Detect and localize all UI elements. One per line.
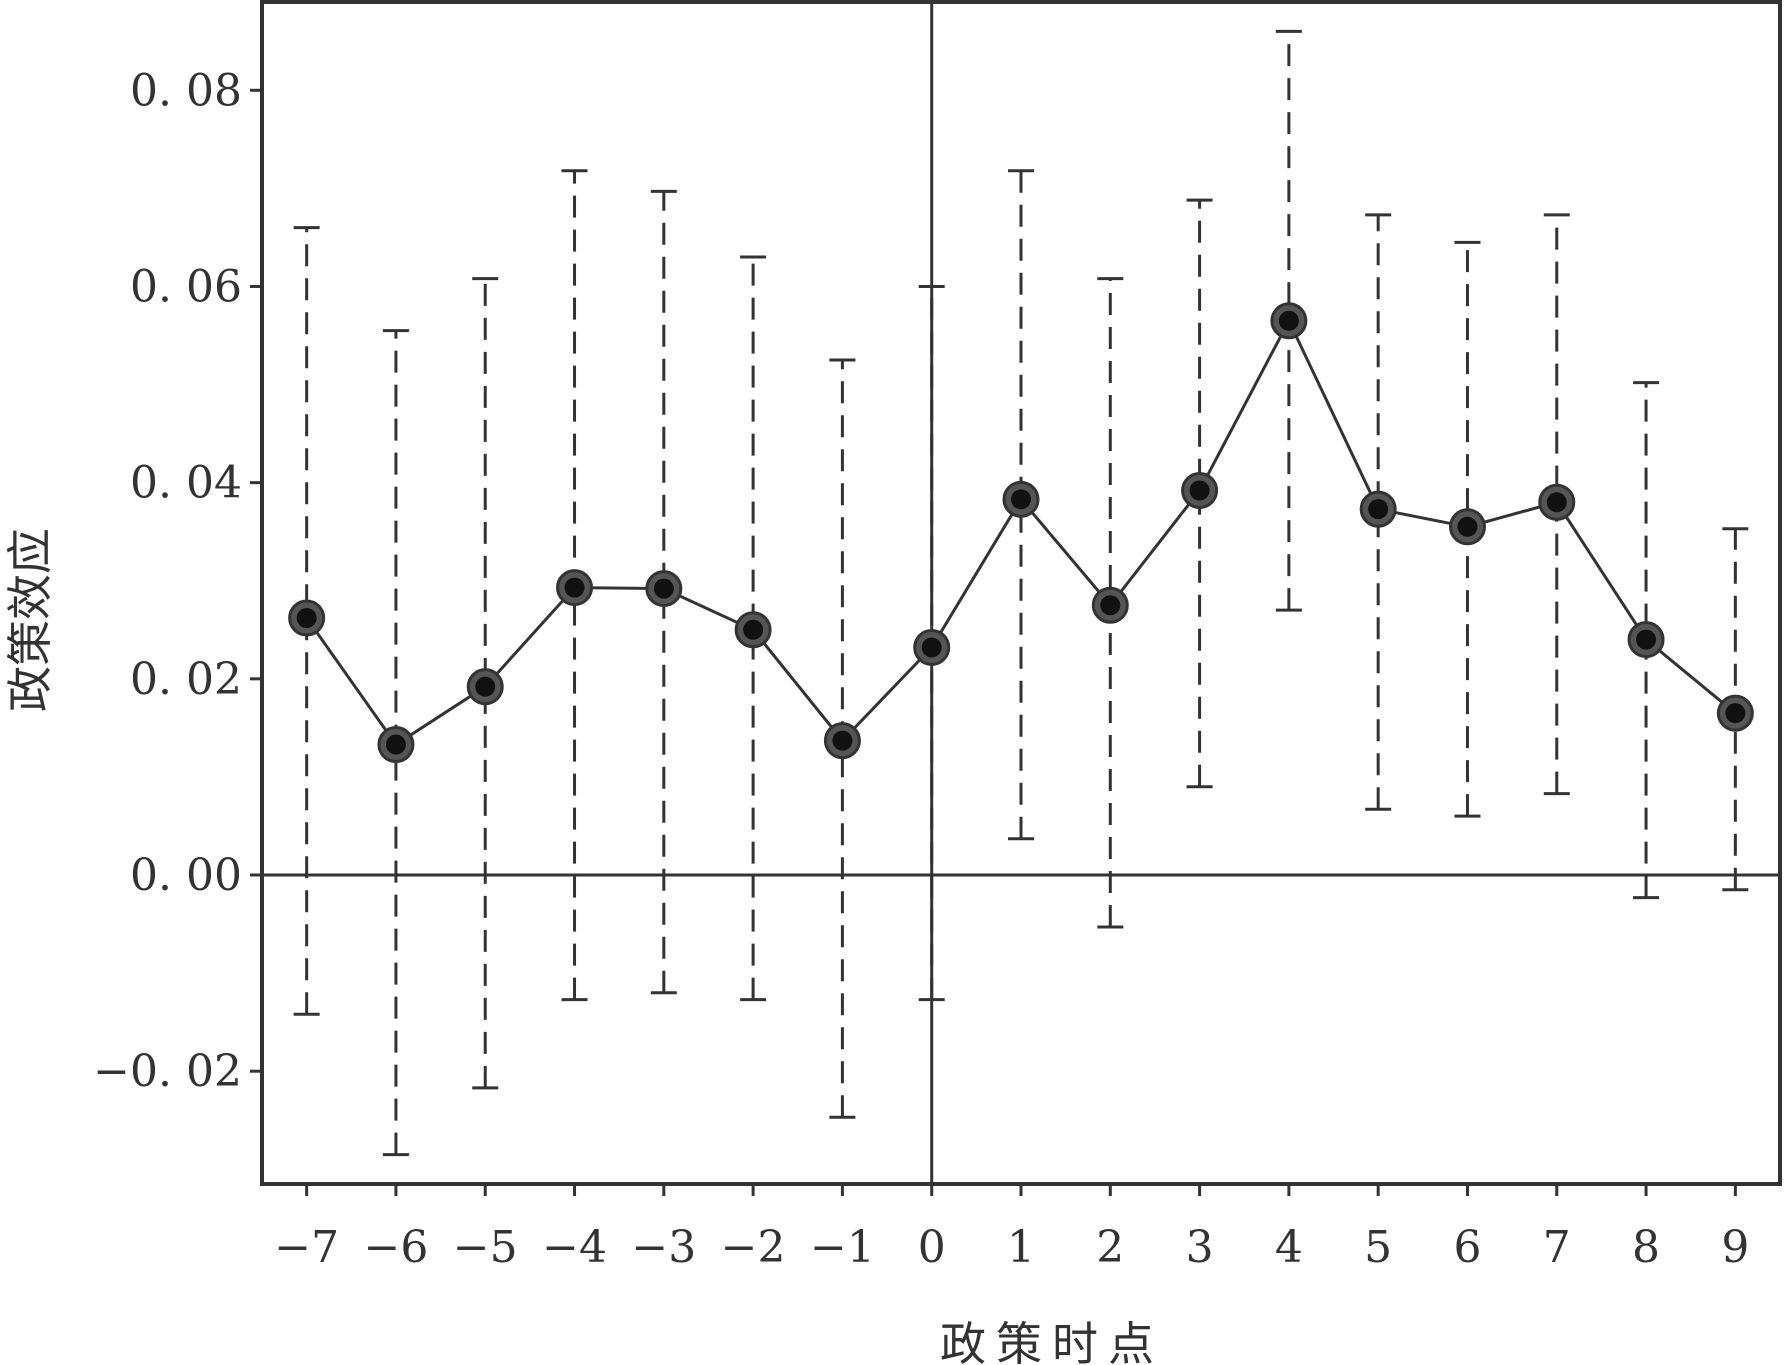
y-axis: −0. 02 0. 00 0. 02 0. 04 0. 06 0. 08 [93, 65, 262, 1097]
x-tick-label: 7 [1543, 1222, 1571, 1273]
data-point-core--4 [564, 577, 585, 598]
x-tick-label: 2 [1096, 1222, 1124, 1273]
y-tick-label: 0. 06 [130, 261, 242, 312]
x-axis-title: 政策时点 [940, 1317, 1164, 1365]
data-points [288, 302, 1754, 764]
y-tick-label: 0. 00 [130, 850, 242, 901]
x-tick-label: −5 [453, 1222, 518, 1273]
data-point-core-0 [921, 637, 942, 658]
data-point-core-1 [1011, 489, 1031, 510]
y-tick-label: −0. 02 [93, 1046, 242, 1097]
x-tick-label: 3 [1186, 1222, 1214, 1273]
data-point-core--2 [743, 619, 764, 640]
x-tick-label: 1 [1007, 1222, 1035, 1273]
data-point-core--5 [475, 676, 496, 697]
x-tick-label: 0 [918, 1222, 946, 1273]
x-tick-label: −1 [810, 1222, 875, 1273]
x-tick-label: 8 [1632, 1222, 1660, 1273]
data-point-core--1 [832, 730, 853, 751]
data-point-core-8 [1636, 629, 1657, 650]
data-point-core-3 [1189, 480, 1210, 501]
x-tick-label: 6 [1453, 1222, 1481, 1273]
y-tick-label: 0. 08 [130, 65, 242, 116]
x-tick-label: 5 [1364, 1222, 1392, 1273]
x-tick-label: 9 [1721, 1222, 1749, 1273]
data-point-core--6 [385, 734, 406, 755]
x-tick-label: −3 [631, 1222, 696, 1273]
data-point-core-9 [1725, 703, 1746, 724]
x-tick-label: −4 [542, 1222, 607, 1273]
data-point-core--7 [296, 608, 317, 629]
y-axis-title: 政策效应 [3, 528, 57, 712]
x-tick-label: −7 [274, 1222, 339, 1273]
y-tick-label: 0. 04 [130, 458, 242, 509]
x-tick-label: −6 [364, 1222, 429, 1273]
data-point-core--3 [653, 578, 674, 599]
data-point-core-2 [1100, 595, 1121, 616]
data-point-core-6 [1457, 516, 1478, 537]
x-tick-label: −2 [721, 1222, 786, 1273]
x-axis: −7 −6 −5 −4 −3 −2 −1 0 1 2 3 4 5 6 7 8 9 [274, 1184, 1749, 1273]
x-tick-label: 4 [1275, 1222, 1303, 1273]
data-point-core-7 [1546, 492, 1567, 513]
y-tick-label: 0. 02 [130, 654, 242, 705]
data-point-core-5 [1368, 499, 1389, 520]
error-bars [293, 29, 1749, 1157]
data-point-core-4 [1278, 310, 1299, 331]
